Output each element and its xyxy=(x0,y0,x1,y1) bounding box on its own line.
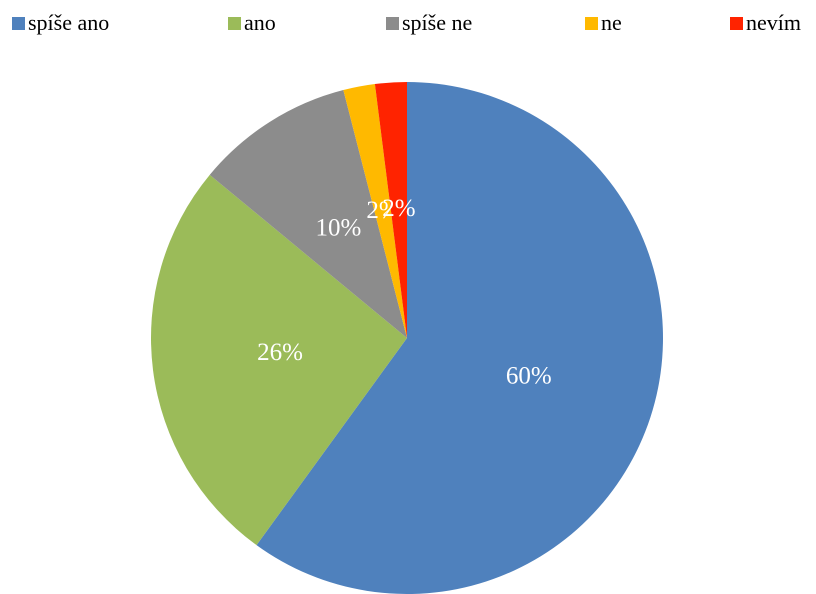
legend-label: ne xyxy=(601,10,622,35)
pie-slice xyxy=(209,90,407,338)
data-label: 60% xyxy=(506,362,552,389)
pie-slice xyxy=(256,82,663,594)
pie-slice xyxy=(151,174,407,546)
legend-swatch xyxy=(12,17,25,30)
legend-swatch xyxy=(730,17,743,30)
data-label: 26% xyxy=(257,339,303,366)
data-label: 10% xyxy=(316,215,362,242)
pie-slice xyxy=(343,84,407,338)
pie-slice xyxy=(374,82,407,338)
data-label: 2% xyxy=(382,195,415,222)
legend-label: nevím xyxy=(746,10,801,35)
legend-label: spíše ano xyxy=(28,10,109,35)
legend-label: spíše ne xyxy=(402,10,472,35)
legend-swatch xyxy=(228,17,241,30)
legend-swatch xyxy=(386,17,399,30)
legend-swatch xyxy=(585,17,598,30)
legend-label: ano xyxy=(244,10,276,35)
